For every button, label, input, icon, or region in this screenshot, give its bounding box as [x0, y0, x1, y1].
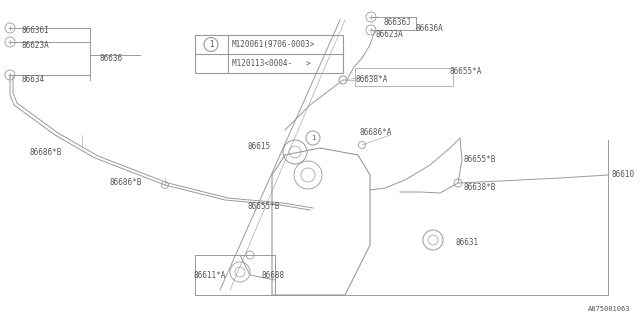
Text: 86623A: 86623A [376, 30, 404, 39]
Text: 86636I: 86636I [22, 26, 50, 35]
Text: 86634: 86634 [22, 75, 45, 84]
Text: 86636J: 86636J [383, 18, 411, 27]
Bar [195, 255, 275, 295]
Text: 1: 1 [311, 135, 315, 141]
Text: 86638*B: 86638*B [463, 183, 495, 192]
Text: 86686*B: 86686*B [30, 148, 62, 157]
Text: 86623A: 86623A [22, 41, 50, 50]
Text: 86610: 86610 [611, 170, 634, 179]
Text: 86636: 86636 [100, 54, 123, 63]
Text: 86655*B: 86655*B [247, 202, 280, 211]
Text: A875001063: A875001063 [588, 306, 630, 312]
Text: M120061(9706-0003>: M120061(9706-0003> [232, 40, 316, 49]
Text: 86688: 86688 [261, 271, 284, 280]
Text: 1: 1 [209, 40, 213, 49]
Bar [355, 68, 453, 86]
Text: 86631: 86631 [455, 238, 478, 247]
Text: 86655*A: 86655*A [450, 67, 483, 76]
Text: 86611*A: 86611*A [193, 271, 225, 280]
Bar [195, 35, 343, 73]
Text: 86638*A: 86638*A [356, 75, 388, 84]
Text: 86615: 86615 [248, 142, 271, 151]
Text: 86636A: 86636A [416, 24, 444, 33]
Text: 86686*B: 86686*B [110, 178, 142, 187]
Text: M120113<0004-   >: M120113<0004- > [232, 59, 310, 68]
Text: 86655*B: 86655*B [463, 155, 495, 164]
Text: 86686*A: 86686*A [360, 128, 392, 137]
